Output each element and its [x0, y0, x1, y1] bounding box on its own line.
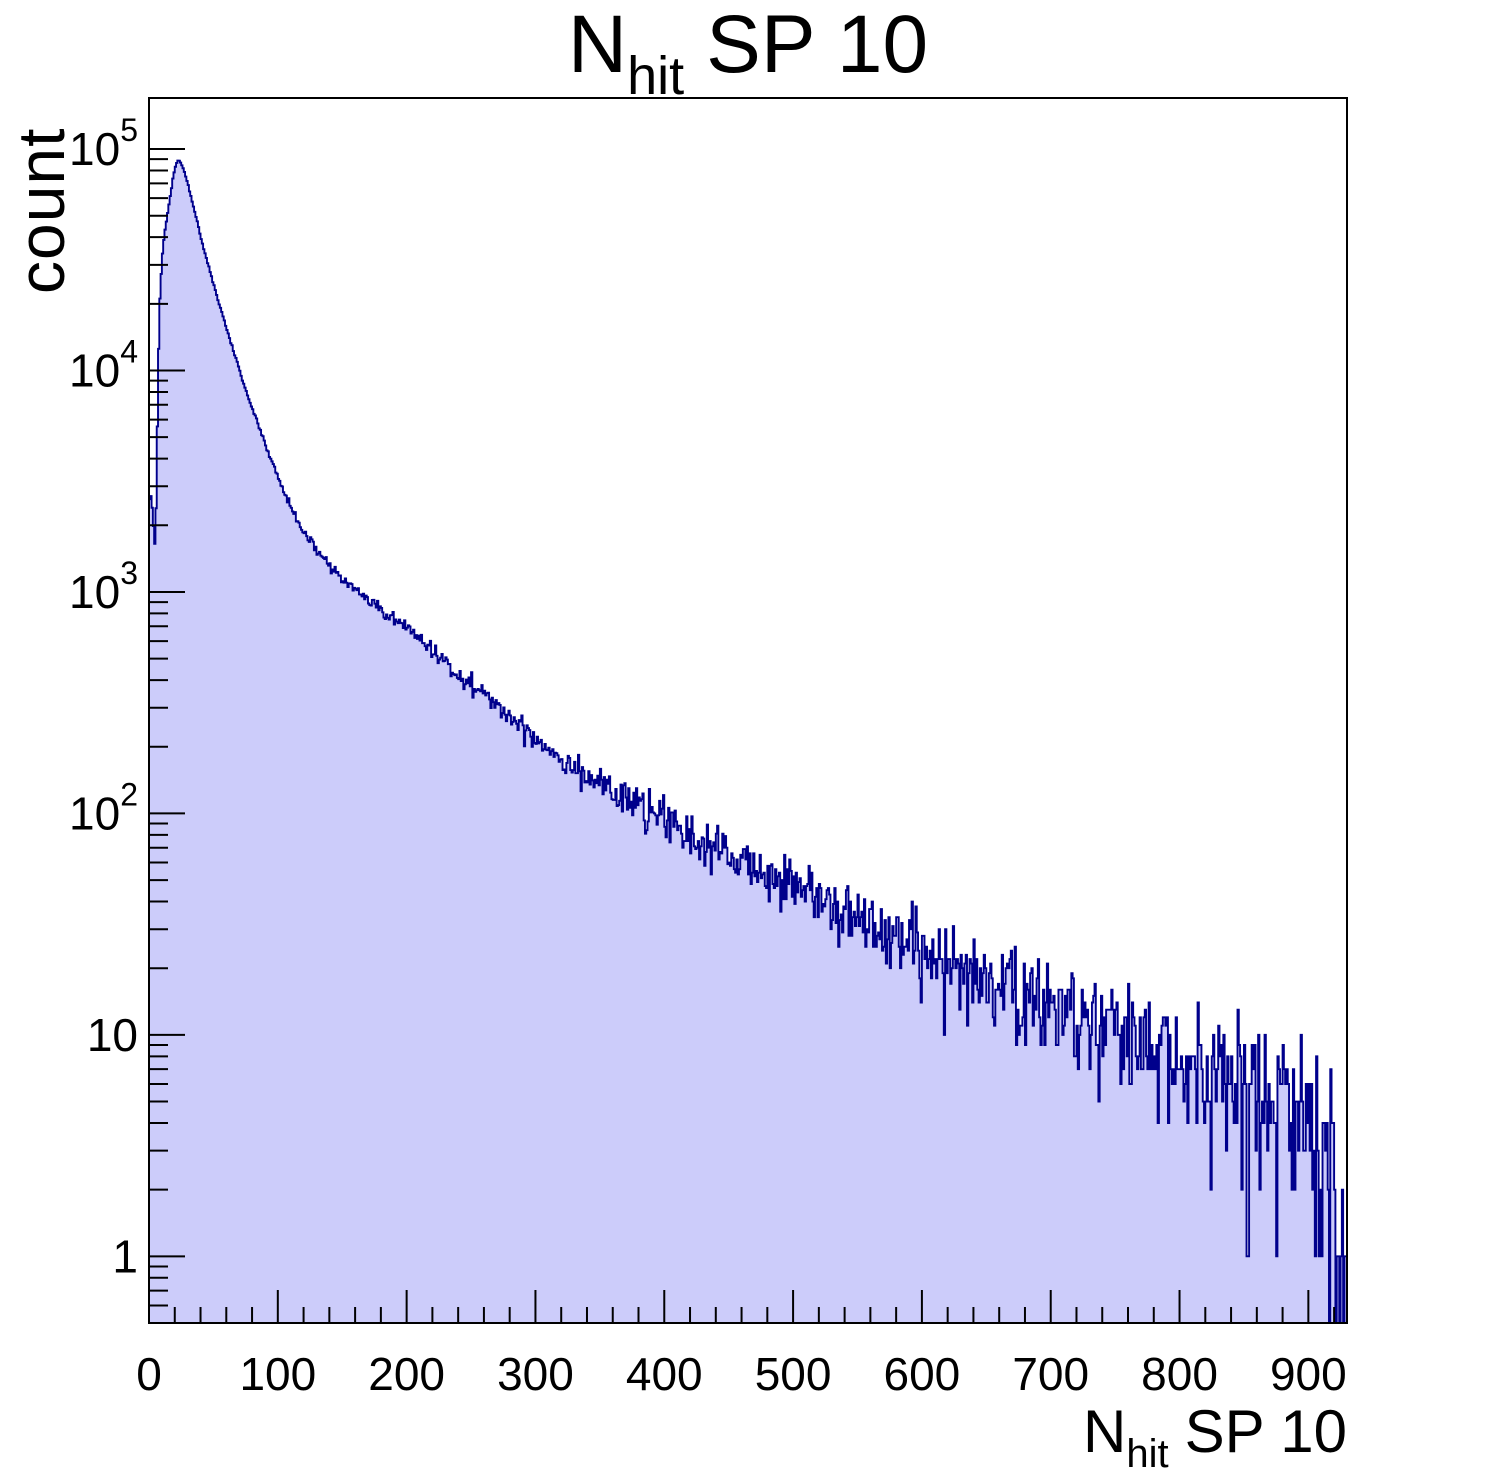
- y-tick-label: 105: [69, 112, 138, 175]
- x-axis-title: Nhit SP 10: [1083, 1398, 1347, 1472]
- x-tick-label: 200: [368, 1348, 445, 1400]
- x-tick-label: 500: [755, 1348, 832, 1400]
- x-axis-title-suffix: SP 10: [1185, 1398, 1347, 1465]
- x-tick-label: 300: [497, 1348, 574, 1400]
- y-axis-ticks: [149, 148, 185, 1307]
- x-axis-title-main: N: [1083, 1398, 1126, 1465]
- x-tick-label: 900: [1270, 1348, 1347, 1400]
- y-tick-label-exponent: 2: [120, 776, 138, 812]
- chart-title-suffix: SP 10: [706, 0, 928, 90]
- y-tick-label-exponent: 3: [120, 555, 138, 591]
- y-tick-label: 1: [112, 1230, 138, 1282]
- x-tick-label: 400: [626, 1348, 703, 1400]
- y-tick-label-base: 10: [69, 344, 120, 396]
- y-axis-title: count: [4, 128, 78, 294]
- histogram-series: [148, 159, 1348, 1324]
- y-tick-label-base: 10: [69, 787, 120, 839]
- y-tick-label: 103: [69, 555, 138, 618]
- y-tick-label-base: 10: [69, 123, 120, 175]
- x-tick-label: 700: [1012, 1348, 1089, 1400]
- x-tick-label: 600: [884, 1348, 961, 1400]
- y-tick-label: 102: [69, 776, 138, 839]
- chart-title-main: N: [568, 0, 627, 90]
- y-tick-label: 10: [87, 1009, 138, 1061]
- x-axis-ticks: [148, 1290, 1336, 1323]
- y-tick-label: 104: [69, 333, 138, 396]
- chart-title-subscript: hit: [627, 46, 684, 106]
- chart-title: Nhit SP 10: [568, 0, 928, 106]
- y-tick-label-exponent: 4: [120, 333, 138, 369]
- y-tick-label-base: 10: [69, 566, 120, 618]
- x-tick-labels: 0 100 200 300 400 500 600 700 800 900: [136, 1348, 1347, 1400]
- x-axis-title-subscript: hit: [1126, 1432, 1168, 1472]
- y-tick-label-exponent: 5: [120, 112, 138, 148]
- x-tick-label: 800: [1141, 1348, 1218, 1400]
- x-tick-label: 0: [136, 1348, 162, 1400]
- plot-frame: [148, 97, 1348, 1324]
- x-tick-label: 100: [239, 1348, 316, 1400]
